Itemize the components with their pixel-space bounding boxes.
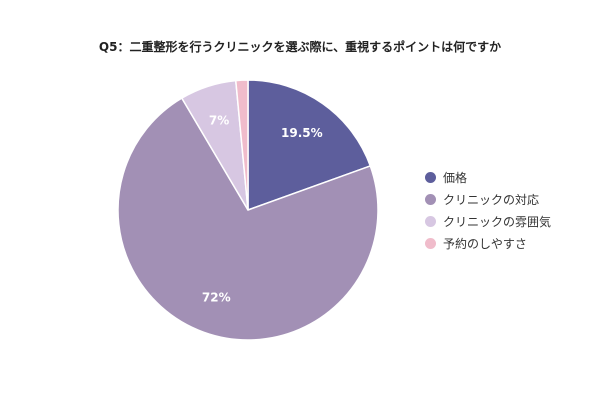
slice-data-label-3: 7% <box>209 113 229 127</box>
pie-slice-2 <box>117 97 379 341</box>
legend-label-2: クリニックの対応 <box>443 192 540 207</box>
legend-swatch-3 <box>425 215 436 227</box>
legend-item-2: クリニックの対応 <box>425 192 551 207</box>
legend-label-1: 価格 <box>443 170 468 185</box>
legend: 価格クリニックの対応 クリニックの雰囲気 予約のしやすさ <box>425 170 551 258</box>
legend-label-4: 予約のしやすさ <box>443 236 527 251</box>
legend-item-3: クリニックの雰囲気 <box>425 214 552 229</box>
legend-item-4: 予約のしやすさ <box>425 236 551 251</box>
chart-title: Q5：二重整形を行うクリニックを選ぶ際に、重視するポイントは何ですか <box>98 40 502 54</box>
legend-swatch-1 <box>425 171 436 183</box>
slice-data-label-2: 72% <box>202 291 231 305</box>
legend-item-1: 価格 <box>425 170 551 185</box>
legend-label-3: クリニックの雰囲気 <box>443 214 552 229</box>
pie-slice-4 <box>234 79 249 211</box>
legend-swatch-2 <box>425 193 436 205</box>
legend-swatch-4 <box>425 237 436 249</box>
slice-data-label-1: 19.5% <box>281 126 323 140</box>
pie-slice-1 <box>247 79 372 212</box>
